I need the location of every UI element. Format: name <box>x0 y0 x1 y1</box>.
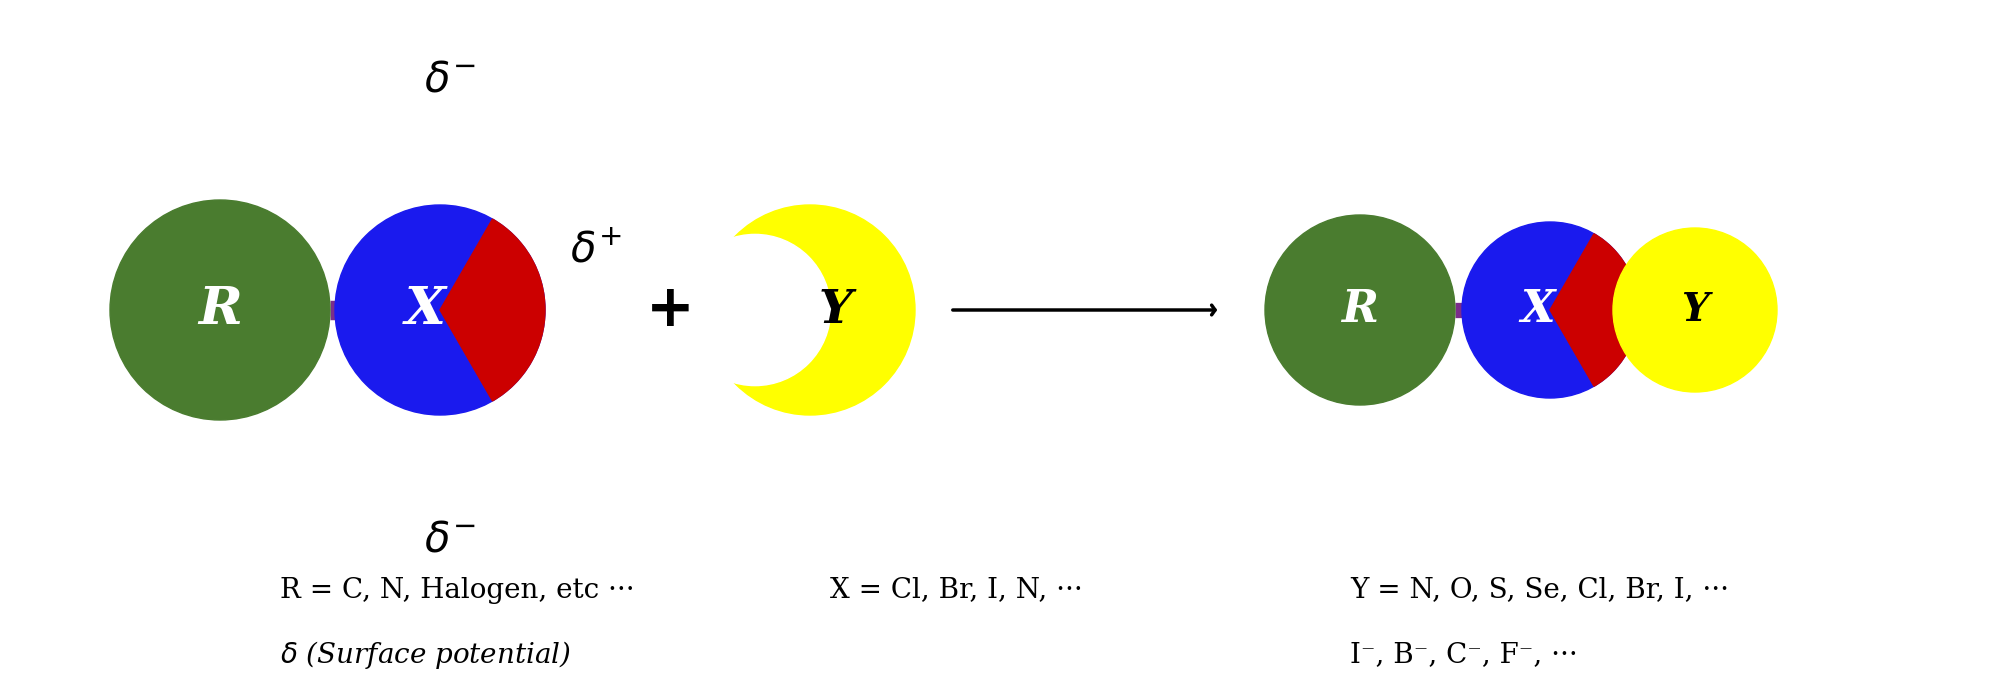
Text: R: R <box>1341 288 1378 331</box>
Circle shape <box>334 205 545 415</box>
Text: X: X <box>1522 288 1555 331</box>
Text: Y = N, O, S, Se, Cl, Br, I, ···: Y = N, O, S, Se, Cl, Br, I, ··· <box>1351 577 1728 604</box>
Text: R: R <box>199 284 243 335</box>
Text: +: + <box>646 282 694 339</box>
Text: $\delta^{-}$: $\delta^{-}$ <box>424 519 475 561</box>
Circle shape <box>109 200 330 420</box>
Wedge shape <box>440 219 545 401</box>
Text: Y: Y <box>1681 291 1709 329</box>
Circle shape <box>1462 222 1639 398</box>
Circle shape <box>1613 228 1776 392</box>
Circle shape <box>1265 215 1456 405</box>
Wedge shape <box>1549 234 1639 386</box>
Text: $\delta$ (Surface potential): $\delta$ (Surface potential) <box>280 639 571 671</box>
Circle shape <box>704 205 915 415</box>
Text: R = C, N, Halogen, etc ···: R = C, N, Halogen, etc ··· <box>280 577 634 604</box>
Circle shape <box>680 235 831 386</box>
Text: X: X <box>404 284 446 335</box>
Text: $\delta^{+}$: $\delta^{+}$ <box>571 229 623 271</box>
Text: X = Cl, Br, I, N, ···: X = Cl, Br, I, N, ··· <box>829 577 1082 604</box>
Text: Y: Y <box>817 287 851 333</box>
Text: $\delta^{-}$: $\delta^{-}$ <box>424 59 475 101</box>
Text: I⁻, B⁻, C⁻, F⁻, ···: I⁻, B⁻, C⁻, F⁻, ··· <box>1351 642 1577 669</box>
